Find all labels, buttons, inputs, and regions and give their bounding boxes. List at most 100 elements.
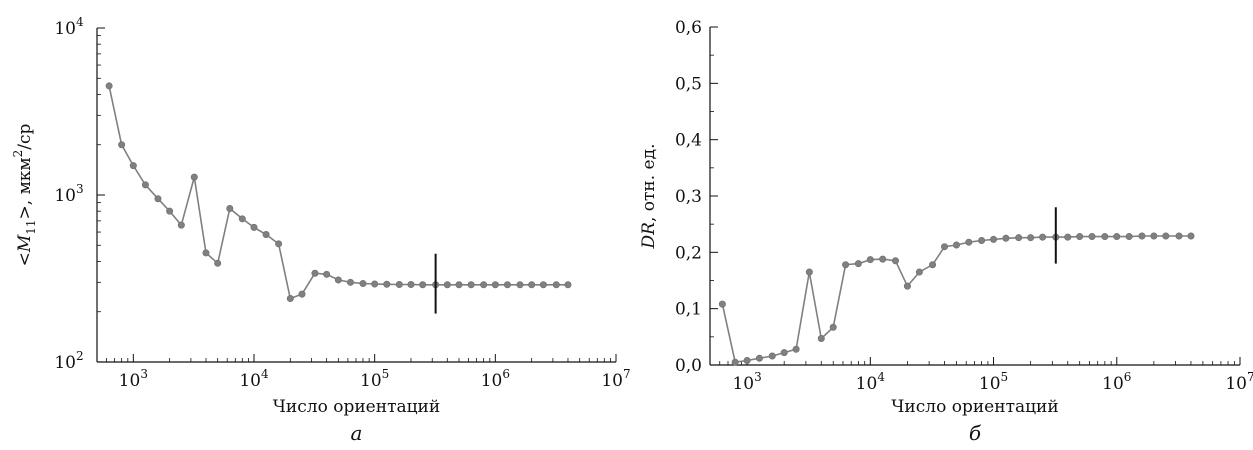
y-title-suffix: , отн. ед. bbox=[639, 144, 659, 223]
x-tick-exp: 7 bbox=[1247, 370, 1253, 384]
data-point bbox=[1101, 233, 1109, 241]
y-title-suffix: >, мкм bbox=[15, 157, 35, 219]
y-tick-base: 10 bbox=[54, 19, 76, 39]
data-point bbox=[202, 249, 210, 257]
data-point bbox=[371, 280, 379, 288]
x-tick-base: 10 bbox=[1225, 374, 1247, 394]
data-point bbox=[965, 238, 973, 246]
y-tick-label: 0,6 bbox=[675, 18, 702, 38]
data-point bbox=[298, 290, 306, 298]
x-axis-title: Число ориентаций bbox=[273, 397, 440, 417]
y-tick-exp: 4 bbox=[76, 15, 84, 29]
y-tick-label: 104 bbox=[54, 15, 84, 39]
data-point bbox=[480, 281, 488, 289]
panel-label: б bbox=[969, 421, 982, 445]
data-point bbox=[792, 345, 800, 353]
data-point bbox=[1150, 232, 1158, 240]
data-point bbox=[395, 281, 403, 289]
chart-panel-b: 103 104 105 106 1070,00,10,20,30,40,50,6Числ… bbox=[639, 18, 1253, 445]
x-tick-exp: 3 bbox=[754, 370, 762, 384]
data-point bbox=[1088, 233, 1096, 241]
y-tick-exp: 3 bbox=[76, 182, 84, 196]
y-title-sub: 11 bbox=[24, 219, 38, 234]
y-tick-exp: 2 bbox=[76, 349, 84, 363]
data-point bbox=[1113, 233, 1121, 241]
y-tick-label: 103 bbox=[54, 182, 83, 206]
x-tick-label: 107 bbox=[601, 367, 630, 391]
y-tick-label: 0,0 bbox=[675, 356, 702, 376]
data-point bbox=[154, 195, 162, 203]
data-point bbox=[1064, 233, 1072, 241]
x-tick-label: 103 bbox=[732, 370, 761, 394]
x-tick-exp: 6 bbox=[1124, 370, 1132, 384]
data-point bbox=[817, 335, 825, 343]
data-point bbox=[118, 141, 126, 149]
x-tick-base: 10 bbox=[360, 371, 382, 391]
data-point bbox=[829, 323, 837, 331]
data-point bbox=[286, 295, 294, 303]
y-tick-base: 10 bbox=[54, 353, 76, 373]
data-point bbox=[275, 240, 283, 248]
y-title-var: M bbox=[15, 234, 35, 253]
x-tick-label: 104 bbox=[239, 367, 269, 391]
x-axis-title: Число ориентаций bbox=[891, 397, 1058, 417]
y-tick-label: 0,1 bbox=[675, 300, 702, 320]
data-point bbox=[780, 349, 788, 357]
data-point bbox=[419, 281, 427, 289]
x-tick-base: 10 bbox=[119, 371, 141, 391]
y-tick-label: 0,3 bbox=[675, 187, 702, 207]
data-point bbox=[528, 281, 536, 289]
y-title-tail: /ср bbox=[15, 123, 35, 149]
x-tick-exp: 7 bbox=[623, 367, 631, 381]
x-tick-label: 103 bbox=[119, 367, 148, 391]
data-point bbox=[190, 173, 198, 181]
data-point bbox=[768, 352, 776, 360]
data-point bbox=[978, 237, 986, 245]
y-tick-label: 0,5 bbox=[675, 74, 702, 94]
data-point bbox=[443, 281, 451, 289]
series-line bbox=[108, 85, 568, 300]
data-point bbox=[359, 280, 367, 288]
data-point bbox=[455, 281, 463, 289]
data-point bbox=[1138, 232, 1146, 240]
data-point bbox=[238, 215, 246, 223]
data-point bbox=[311, 269, 319, 277]
data-point bbox=[129, 162, 137, 170]
x-tick-base: 10 bbox=[601, 371, 623, 391]
data-point bbox=[1162, 232, 1170, 240]
x-tick-exp: 5 bbox=[382, 367, 390, 381]
data-point bbox=[879, 255, 887, 263]
data-point bbox=[805, 268, 813, 276]
x-tick-label: 105 bbox=[360, 367, 389, 391]
data-point bbox=[718, 300, 726, 308]
data-point bbox=[915, 268, 923, 276]
data-point bbox=[516, 281, 524, 289]
x-tick-label: 106 bbox=[481, 367, 510, 391]
data-point bbox=[383, 280, 391, 288]
x-tick-label: 106 bbox=[1102, 370, 1131, 394]
data-point bbox=[177, 221, 185, 229]
data-point bbox=[1002, 234, 1010, 242]
data-point bbox=[262, 231, 270, 239]
panel-label: а bbox=[351, 421, 363, 445]
y-axis-title: <M11>, мкм2/ср bbox=[11, 123, 38, 266]
data-point bbox=[1125, 233, 1133, 241]
data-point bbox=[1015, 234, 1023, 242]
x-tick-exp: 3 bbox=[140, 367, 148, 381]
y-title-sup: 2 bbox=[11, 150, 25, 158]
x-tick-base: 10 bbox=[732, 374, 754, 394]
data-point bbox=[952, 241, 960, 249]
data-point bbox=[1027, 234, 1035, 242]
data-point bbox=[929, 261, 937, 269]
x-tick-base: 10 bbox=[481, 371, 503, 391]
x-tick-base: 10 bbox=[856, 374, 878, 394]
x-tick-base: 10 bbox=[979, 374, 1001, 394]
y-tick-base: 10 bbox=[54, 186, 76, 206]
y-tick-label: 0,4 bbox=[675, 131, 702, 151]
x-tick-exp: 5 bbox=[1001, 370, 1009, 384]
data-point bbox=[226, 205, 234, 213]
x-tick-base: 10 bbox=[239, 371, 261, 391]
data-point bbox=[903, 282, 911, 290]
data-point bbox=[755, 354, 763, 362]
